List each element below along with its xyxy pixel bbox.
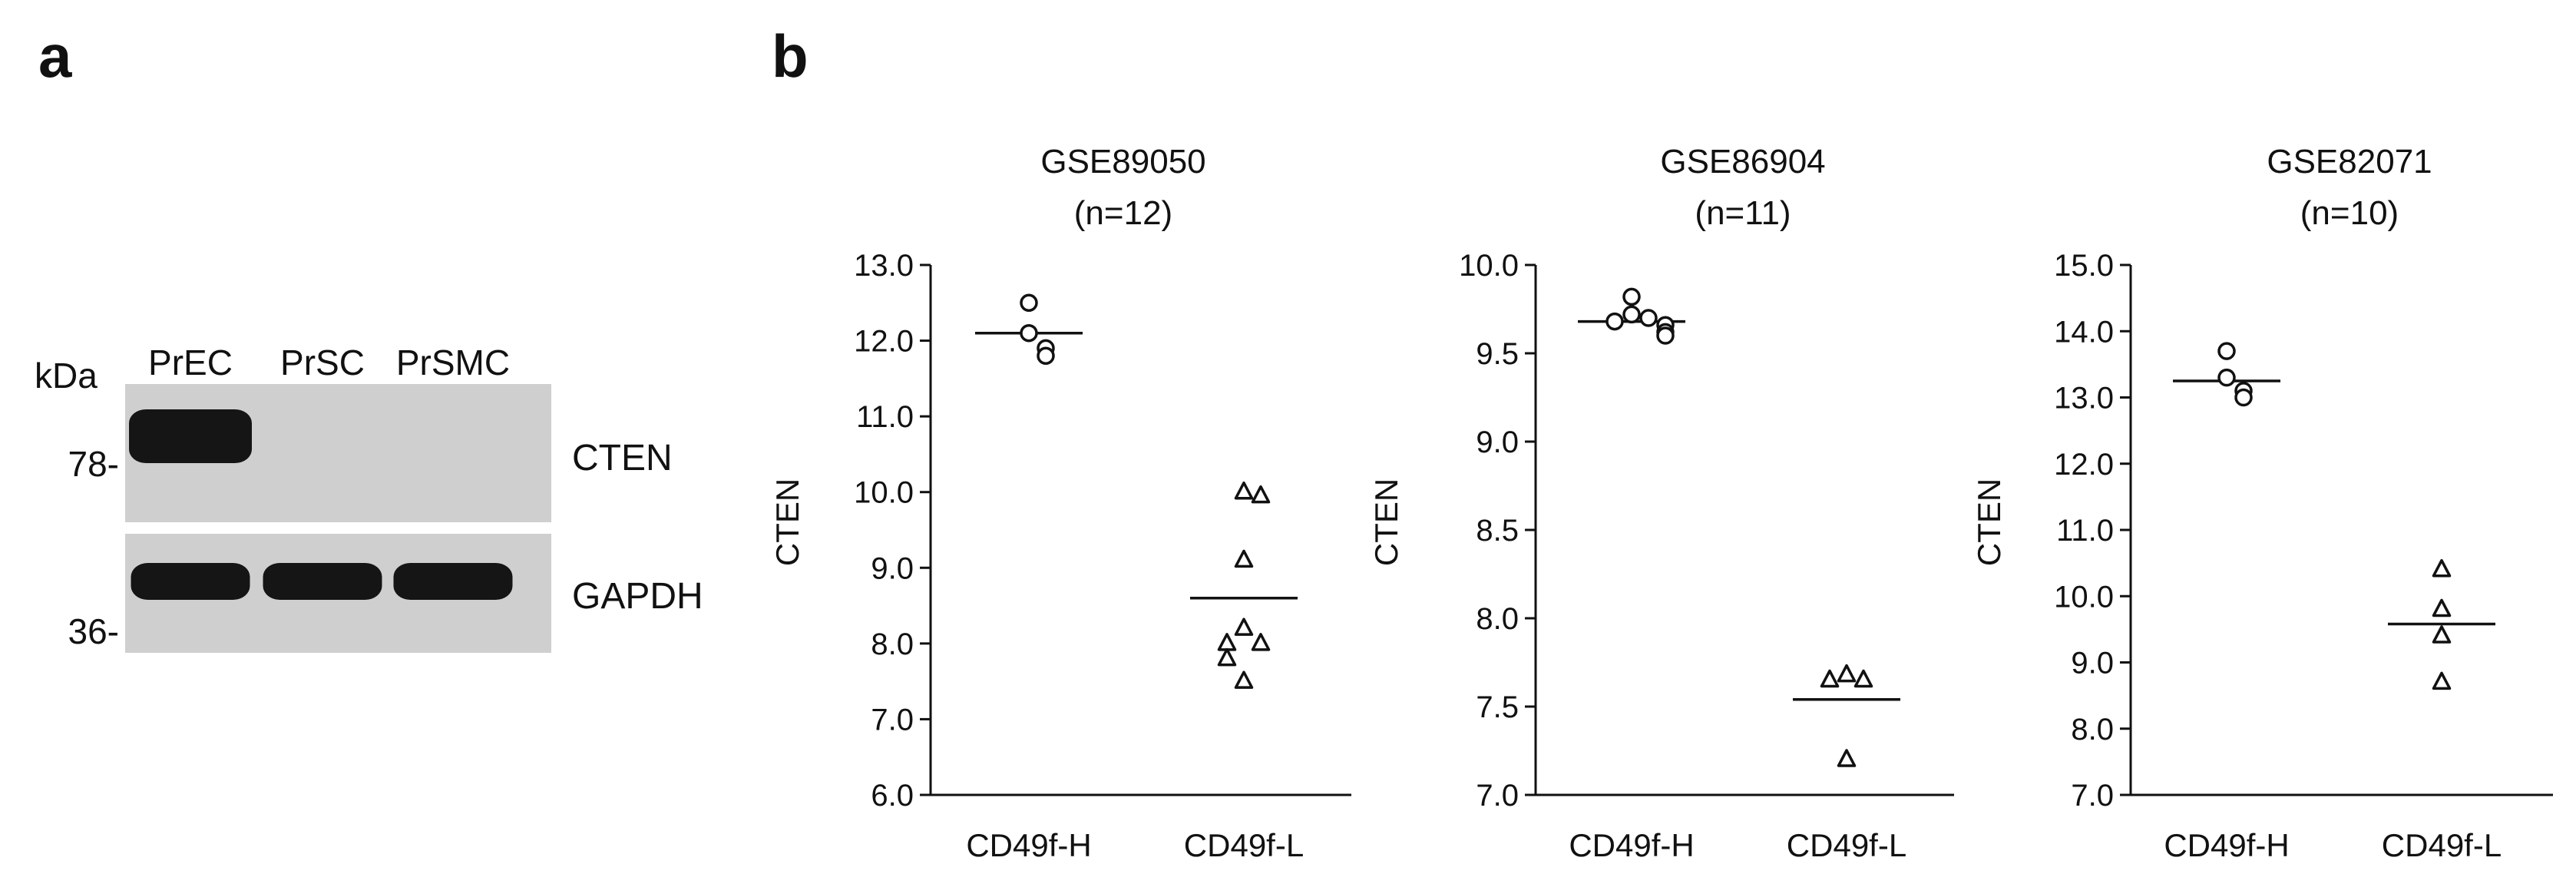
- cten-bands: [129, 409, 252, 463]
- y-tick-label: 11.0: [856, 400, 914, 434]
- data-point-cd49f-l-7: [1234, 670, 1254, 689]
- x-tick-label-0: CD49f-H: [2164, 827, 2289, 863]
- blot-name-gapdh: GAPDH: [572, 576, 703, 617]
- y-tick-label: 10.0: [854, 476, 914, 510]
- chart-gse89050: GSE89050 (n=12) CTEN CD49f-H CD49f-L 6.0…: [769, 143, 1351, 863]
- data-point-cd49f-h-1: [2217, 368, 2236, 387]
- chart-subtitle: (n=11): [1695, 194, 1791, 232]
- y-axis-label: CTEN: [769, 478, 805, 566]
- band-gapdh-0: [131, 563, 250, 600]
- y-tick-label: 9.0: [1476, 425, 1519, 459]
- x-tick-label-0: CD49f-H: [966, 827, 1091, 863]
- band-gapdh-1: [263, 563, 382, 600]
- y-tick-label: 9.0: [871, 551, 914, 585]
- y-tick-label: 9.5: [1476, 337, 1519, 371]
- data-point-cd49f-l-2: [1234, 549, 1254, 568]
- chart-gse86904: GSE86904 (n=11) CTEN CD49f-H CD49f-L 7.0…: [1368, 143, 1954, 863]
- data-point-cd49f-h-3: [1037, 346, 1055, 366]
- data-point-cd49f-l-1: [1853, 669, 1873, 688]
- data-point-cd49f-h-3: [1605, 312, 1624, 331]
- chart-title: GSE89050: [1040, 143, 1205, 180]
- x-tick-label-1: CD49f-L: [1184, 827, 1304, 863]
- data-point-cd49f-l-1: [1251, 485, 1271, 504]
- data-point-cd49f-l-3: [2432, 671, 2452, 690]
- y-tick-label: 6.0: [871, 779, 914, 813]
- data-point-cd49f-l-0: [1837, 664, 1857, 683]
- y-tick-label: 7.0: [871, 703, 914, 737]
- y-tick-label: 8.0: [1476, 602, 1519, 636]
- y-tick-label: 8.0: [871, 627, 914, 661]
- x-tick-label-0: CD49f-H: [1569, 827, 1694, 863]
- data-point-cd49f-l-6: [1217, 647, 1237, 667]
- blot-name-cten: CTEN: [572, 438, 673, 478]
- panel-b: b GSE89050 (n=12) CTEN CD49f-H CD49f-L 6…: [769, 22, 2553, 863]
- data-point-cd49f-l-3: [1837, 749, 1857, 767]
- data-point-cd49f-l-3: [1234, 617, 1254, 636]
- panel-b-label: b: [772, 22, 809, 90]
- y-tick-label: 13.0: [2054, 382, 2114, 416]
- y-tick-label: 10.0: [2054, 580, 2114, 614]
- x-tick-label-1: CD49f-L: [1787, 827, 1906, 863]
- kda-label: kDa: [35, 356, 98, 396]
- marker-78: 78-: [68, 444, 119, 484]
- y-tick-label: 14.0: [2054, 315, 2114, 349]
- y-tick-label: 8.5: [1476, 514, 1519, 548]
- y-tick-label: 10.0: [1459, 249, 1519, 283]
- panel-a-label: a: [38, 22, 72, 90]
- gapdh-bands: [131, 563, 513, 600]
- band-gapdh-2: [393, 563, 513, 600]
- data-point-cd49f-h-3: [2234, 388, 2253, 407]
- chart-subtitle: (n=12): [1074, 194, 1172, 232]
- data-point-cd49f-l-0: [2432, 559, 2452, 578]
- chart-title: GSE82071: [2267, 143, 2432, 180]
- data-point-cd49f-h-0: [1622, 287, 1641, 306]
- y-tick-label: 12.0: [854, 325, 914, 359]
- y-tick-label: 8.0: [2071, 713, 2114, 747]
- y-tick-label: 9.0: [2071, 647, 2114, 680]
- y-tick-label: 7.5: [1476, 690, 1519, 724]
- lane-label-2: PrSMC: [396, 343, 510, 382]
- data-point-cd49f-h-1: [1622, 305, 1641, 324]
- data-point-cd49f-l-4: [1251, 633, 1271, 651]
- lane-label-1: PrSC: [280, 343, 365, 382]
- data-point-cd49f-h-2: [1639, 309, 1658, 327]
- y-tick-label: 12.0: [2054, 448, 2114, 482]
- data-point-cd49f-l-2: [1820, 669, 1840, 688]
- y-tick-label: 7.0: [1476, 779, 1519, 813]
- data-point-cd49f-h-0: [2217, 342, 2236, 360]
- panel-a: a kDa PrEC PrSC PrSMC 78- 36- CTEN GAPDH: [35, 22, 703, 653]
- marker-36: 36-: [68, 611, 119, 651]
- data-point-cd49f-l-0: [1234, 481, 1254, 500]
- y-tick-label: 15.0: [2054, 249, 2114, 283]
- y-axis-label: CTEN: [1368, 478, 1404, 566]
- data-point-cd49f-h-1: [1020, 323, 1038, 343]
- lane-label-0: PrEC: [148, 343, 233, 382]
- y-axis-label: CTEN: [1971, 478, 2007, 566]
- y-tick-label: 13.0: [854, 249, 914, 283]
- data-point-cd49f-l-1: [2432, 598, 2452, 617]
- data-point-cd49f-h-0: [1020, 293, 1038, 313]
- y-tick-label: 7.0: [2071, 779, 2114, 813]
- chart-subtitle: (n=10): [2300, 194, 2399, 232]
- data-point-cd49f-l-5: [1217, 633, 1237, 651]
- data-point-cd49f-h-6: [1656, 326, 1675, 345]
- y-tick-label: 11.0: [2056, 514, 2114, 548]
- chart-gse82071: GSE82071 (n=10) CTEN CD49f-H CD49f-L 7.0…: [1971, 143, 2553, 863]
- data-point-cd49f-l-2: [2432, 625, 2452, 644]
- x-tick-label-1: CD49f-L: [2382, 827, 2502, 863]
- chart-title: GSE86904: [1660, 143, 1825, 180]
- band-cten-0: [129, 409, 252, 463]
